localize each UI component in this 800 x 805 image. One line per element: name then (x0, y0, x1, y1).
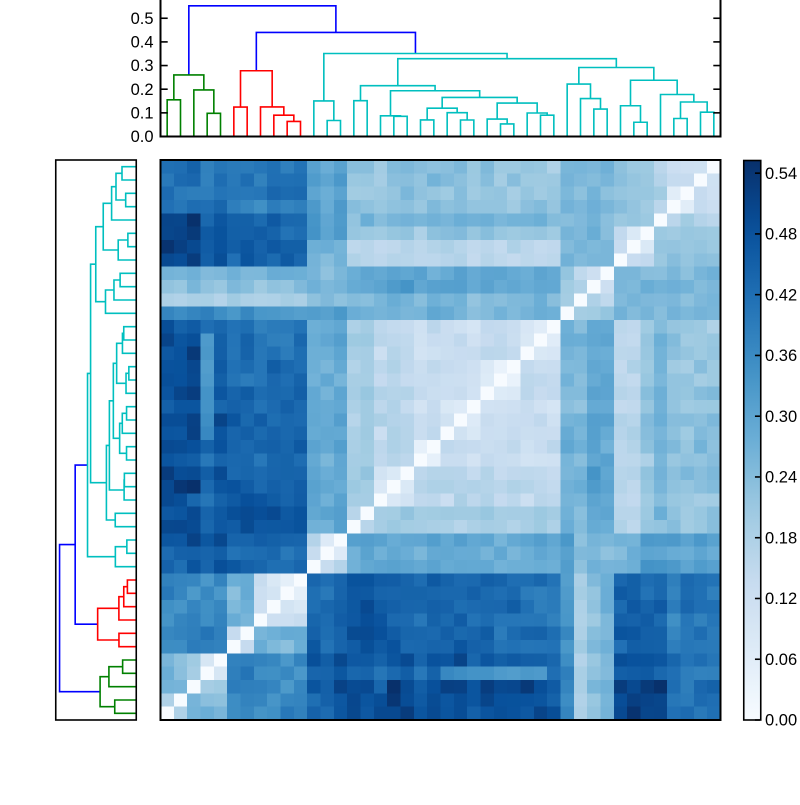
svg-text:0.4: 0.4 (131, 34, 154, 52)
svg-text:0.54: 0.54 (765, 165, 797, 183)
svg-text:0.2: 0.2 (131, 81, 154, 99)
svg-text:0.12: 0.12 (765, 590, 797, 608)
svg-text:0.00: 0.00 (765, 712, 797, 730)
svg-text:0.0: 0.0 (131, 128, 154, 146)
svg-text:0.48: 0.48 (765, 226, 797, 244)
svg-text:0.1: 0.1 (131, 104, 154, 122)
svg-text:0.36: 0.36 (765, 347, 797, 365)
svg-text:0.18: 0.18 (765, 529, 797, 547)
svg-text:0.5: 0.5 (131, 10, 154, 28)
svg-text:0.30: 0.30 (765, 408, 797, 426)
svg-text:0.42: 0.42 (765, 286, 797, 304)
svg-text:0.06: 0.06 (765, 651, 797, 669)
svg-text:0.3: 0.3 (131, 57, 154, 75)
svg-text:0.24: 0.24 (765, 469, 797, 487)
